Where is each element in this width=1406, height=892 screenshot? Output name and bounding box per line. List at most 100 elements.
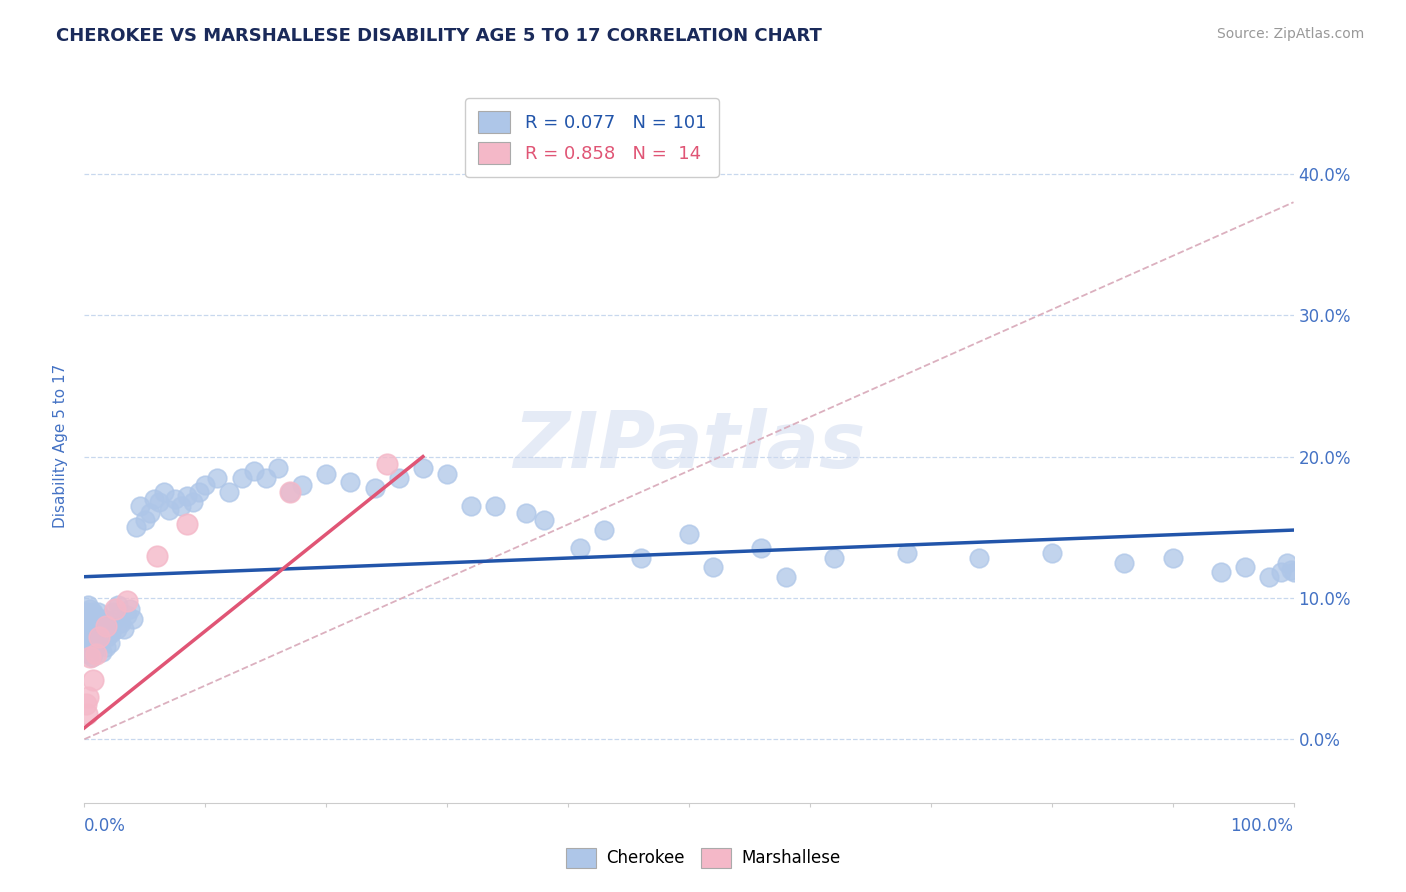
Point <box>76 619 98 633</box>
Point <box>1209 566 1232 580</box>
Point <box>112 622 135 636</box>
Point <box>84 616 107 631</box>
Point <box>75 697 97 711</box>
Point <box>120 602 142 616</box>
Point <box>86 605 108 619</box>
Point <box>678 527 700 541</box>
Point <box>94 619 117 633</box>
Point <box>207 471 229 485</box>
Point <box>82 605 104 619</box>
Text: Source: ZipAtlas.com: Source: ZipAtlas.com <box>1216 27 1364 41</box>
Text: CHEROKEE VS MARSHALLESE DISABILITY AGE 5 TO 17 CORRELATION CHART: CHEROKEE VS MARSHALLESE DISABILITY AGE 5… <box>56 27 823 45</box>
Point <box>89 619 111 633</box>
Point <box>83 607 105 622</box>
Point <box>291 478 314 492</box>
Point <box>94 612 117 626</box>
Point <box>157 503 180 517</box>
Point <box>77 607 100 622</box>
Point <box>630 551 652 566</box>
Y-axis label: Disability Age 5 to 17: Disability Age 5 to 17 <box>53 364 69 528</box>
Point <box>484 499 506 513</box>
Point <box>181 495 204 509</box>
Point <box>105 622 128 636</box>
Point <box>218 484 240 499</box>
Point <box>97 619 120 633</box>
Point <box>83 644 105 658</box>
Point <box>569 541 592 556</box>
Point <box>1040 546 1063 560</box>
Point <box>823 551 845 566</box>
Point <box>86 648 108 662</box>
Legend: R = 0.077   N = 101, R = 0.858   N =  14: R = 0.077 N = 101, R = 0.858 N = 14 <box>465 98 718 177</box>
Point <box>170 499 193 513</box>
Point <box>121 612 143 626</box>
Point <box>1282 566 1305 580</box>
Point <box>76 605 98 619</box>
Point <box>79 616 101 631</box>
Point <box>79 636 101 650</box>
Point <box>100 626 122 640</box>
Point <box>77 690 100 704</box>
Point <box>1234 559 1257 574</box>
Point <box>82 619 104 633</box>
Point <box>278 484 301 499</box>
Point <box>94 640 117 655</box>
Point <box>96 631 118 645</box>
Point <box>148 495 170 509</box>
Point <box>751 541 773 556</box>
Point <box>76 706 98 721</box>
Point <box>104 602 127 616</box>
Point <box>593 523 616 537</box>
Point <box>1114 556 1136 570</box>
Point <box>1277 556 1299 570</box>
Point <box>82 640 104 655</box>
Point <box>91 644 114 658</box>
Point <box>93 622 115 636</box>
Point <box>267 461 290 475</box>
Point <box>86 631 108 645</box>
Point <box>82 673 104 687</box>
Point <box>967 551 990 566</box>
Point <box>176 489 198 503</box>
Point <box>79 602 101 616</box>
Point <box>254 471 277 485</box>
Point <box>278 484 301 499</box>
Point <box>80 626 103 640</box>
Point <box>388 471 411 485</box>
Text: 0.0%: 0.0% <box>84 817 127 835</box>
Point <box>194 478 217 492</box>
Point <box>129 499 152 513</box>
Point <box>80 612 103 626</box>
Point <box>1161 551 1184 566</box>
Point <box>115 593 138 607</box>
Point <box>460 499 482 513</box>
Legend: Cherokee, Marshallese: Cherokee, Marshallese <box>560 841 846 875</box>
Point <box>533 513 555 527</box>
Point <box>86 636 108 650</box>
Point <box>134 513 156 527</box>
Point <box>77 598 100 612</box>
Point <box>138 506 160 520</box>
Point <box>77 622 100 636</box>
Point <box>339 475 361 489</box>
Point <box>515 506 537 520</box>
Point <box>412 461 434 475</box>
Text: 100.0%: 100.0% <box>1230 817 1294 835</box>
Point <box>77 612 100 626</box>
Point <box>107 598 129 612</box>
Point <box>87 631 110 645</box>
Point <box>77 648 100 662</box>
Text: ZIPatlas: ZIPatlas <box>513 408 865 484</box>
Point <box>83 622 105 636</box>
Point <box>98 636 121 650</box>
Point <box>436 467 458 481</box>
Point <box>79 650 101 665</box>
Point <box>90 633 112 648</box>
Point <box>165 491 187 506</box>
Point <box>125 520 148 534</box>
Point <box>153 484 176 499</box>
Point <box>242 464 264 478</box>
Point <box>87 626 110 640</box>
Point <box>315 467 337 481</box>
Point <box>110 616 132 631</box>
